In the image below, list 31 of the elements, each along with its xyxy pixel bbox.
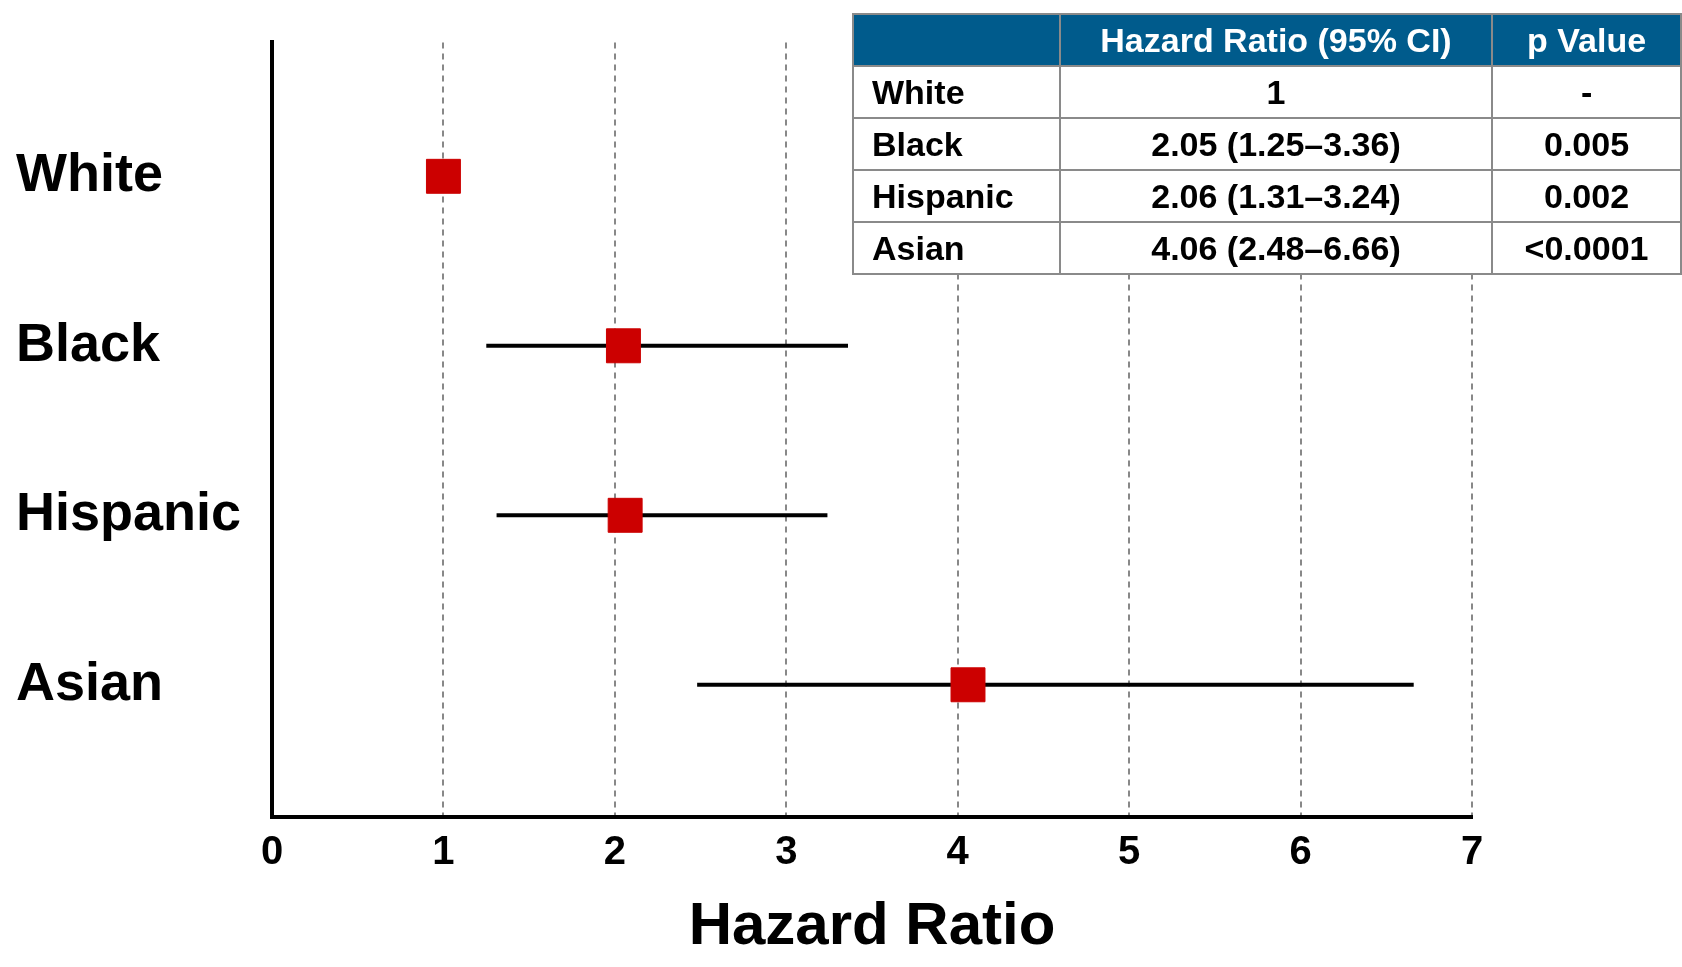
category-label: Hispanic bbox=[872, 176, 1014, 215]
x-tick-label: 4 bbox=[946, 828, 970, 873]
point bbox=[605, 328, 641, 364]
x-tick-label: 5 bbox=[1118, 828, 1141, 873]
x-tick-label: 7 bbox=[1460, 828, 1484, 873]
point bbox=[950, 667, 986, 703]
x-axis-title: Hazard Ratio bbox=[688, 889, 1056, 957]
category-label: Hazard Ratio (95% CI) bbox=[1059, 14, 1493, 66]
text: 0.002 bbox=[1544, 176, 1630, 215]
text: 4.06 (2.48–6.66) bbox=[1151, 228, 1401, 267]
text: 2.06 (1.31–3.24) bbox=[1151, 176, 1401, 215]
text: <0.0001 bbox=[1524, 228, 1649, 267]
category-label: Black bbox=[872, 124, 963, 163]
text: 0.005 bbox=[1544, 124, 1630, 163]
x-tick-label: 1 bbox=[432, 828, 455, 873]
text: - bbox=[1580, 72, 1593, 111]
point bbox=[425, 158, 461, 194]
y-tick-label: Asian bbox=[16, 650, 164, 711]
text: 1 bbox=[1266, 72, 1286, 111]
x-tick-label: 6 bbox=[1289, 828, 1312, 873]
x-tick-label: 3 bbox=[775, 828, 798, 873]
y-tick-label: Hispanic bbox=[16, 481, 242, 542]
category-label: Asian bbox=[872, 228, 965, 267]
category-label: White bbox=[872, 72, 965, 111]
category-label: p Value bbox=[1492, 14, 1681, 66]
y-tick-label: White bbox=[16, 142, 163, 203]
x-tick-label: 0 bbox=[260, 828, 284, 873]
x-tick-label: 2 bbox=[603, 828, 626, 873]
text: 2.05 (1.25–3.36) bbox=[1151, 124, 1401, 163]
y-tick-label: Black bbox=[16, 311, 162, 372]
point bbox=[607, 497, 643, 533]
